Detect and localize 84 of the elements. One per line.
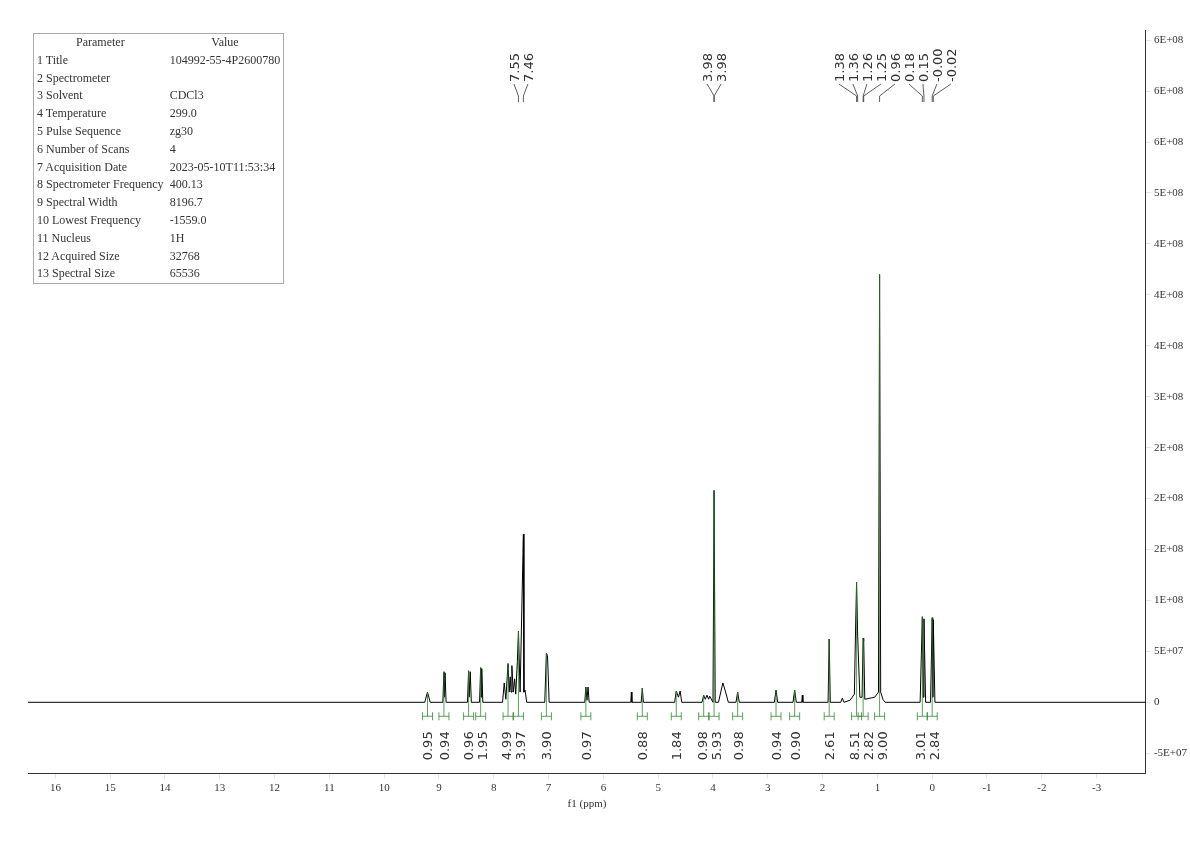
x-tick-label: 11	[324, 781, 335, 794]
annotation: 0.15	[915, 53, 931, 82]
annotation: -0.00	[929, 48, 945, 82]
text: Parameter Value	[75, 35, 239, 49]
text: 6 Number of Scans 4	[37, 141, 176, 156]
text: 11 Nucleus 1H	[37, 230, 185, 245]
annotation: 2.61	[822, 731, 838, 761]
annotation: 0.18	[901, 53, 917, 82]
y-tick-label: 4E+08	[1153, 338, 1184, 351]
x-tick-label: 16	[49, 781, 62, 794]
annotation: 1.95	[474, 731, 490, 761]
x-tick-label: 5	[655, 781, 662, 794]
y-tick-label: -5E+07	[1153, 746, 1188, 759]
y-tick-label: 2E+08	[1153, 542, 1184, 555]
x-tick-label: 1	[874, 781, 881, 794]
x-tick-label: -3	[1092, 781, 1102, 794]
annotation: 7.55	[506, 53, 522, 82]
annotation: 5.93	[708, 731, 724, 761]
y-tick-label: 4E+08	[1153, 236, 1184, 249]
text: 3 Solvent CDCl3	[37, 88, 204, 103]
annotation: 0.97	[578, 731, 594, 761]
y-tick-label: 4E+08	[1153, 287, 1184, 300]
y-tick-label: 6E+08	[1153, 33, 1184, 46]
annotation: 8.51	[847, 731, 863, 761]
annotation: 3.01	[913, 731, 929, 761]
x-tick-label: 9	[436, 781, 443, 794]
annotation: 0.88	[635, 731, 651, 761]
annotation: 7.46	[520, 53, 536, 82]
text: 7 Acquisition Date 2023-05-10T11:53:34	[37, 159, 276, 174]
y-tick-label: 3E+08	[1153, 389, 1184, 402]
annotation: 1.25	[873, 53, 889, 82]
annotation: 3.90	[539, 731, 555, 761]
annotation: 0.95	[420, 731, 436, 761]
x-tick-label: 4	[710, 781, 717, 794]
annotation: 0.96	[887, 53, 903, 82]
annotation: 3.98	[714, 53, 730, 82]
y-tick-label: 5E+07	[1153, 644, 1184, 657]
annotation: 1.26	[859, 53, 875, 82]
annotation: 1.38	[831, 53, 847, 82]
annotation: 0.94	[436, 731, 452, 761]
text: 9 Spectral Width 8196.7	[37, 195, 203, 210]
annotation: -0.02	[943, 48, 959, 82]
text: 12 Acquired Size 32768	[37, 248, 200, 263]
x-tick-label: -2	[1037, 781, 1047, 794]
text: 5 Pulse Sequence zg30	[37, 123, 193, 138]
annotation: 3.97	[513, 731, 529, 761]
annotation: 2.84	[927, 731, 943, 761]
y-tick-label: 6E+08	[1153, 84, 1184, 97]
text: 13 Spectral Size 65536	[37, 266, 200, 281]
y-tick-label: 0	[1153, 695, 1160, 708]
annotation: 1.84	[669, 731, 685, 761]
annotation: 0.94	[769, 731, 785, 761]
y-tick-label: 2E+08	[1153, 491, 1184, 504]
annotation: 0.98	[694, 731, 710, 761]
y-tick-label: 6E+08	[1153, 134, 1184, 147]
y-tick-label: 2E+08	[1153, 440, 1184, 453]
y-tick-label: 1E+08	[1153, 593, 1184, 606]
x-tick-label: 3	[765, 781, 772, 794]
annotation: 9.00	[875, 731, 891, 761]
x-tick-label: -1	[982, 781, 992, 794]
text: 10 Lowest Frequency -1559.0	[37, 212, 207, 227]
x-tick-label: 13	[214, 781, 226, 794]
annotation: 0.98	[730, 731, 746, 761]
x-tick-label: 2	[819, 781, 826, 794]
x-tick-label: 12	[269, 781, 281, 794]
y-tick-label: 5E+08	[1153, 185, 1184, 198]
x-axis-title: f1 (ppm)	[567, 797, 607, 811]
x-tick-label: 8	[491, 781, 498, 794]
annotation: 2.82	[861, 731, 877, 761]
annotation: 4.99	[499, 731, 515, 761]
x-tick-label: 0	[929, 781, 936, 794]
annotation: 0.90	[787, 731, 803, 761]
annotation: 1.36	[845, 53, 861, 82]
annotation: 2 Spectrometer	[36, 69, 111, 87]
x-tick-label: 14	[159, 781, 171, 794]
annotation: 3.98	[700, 53, 716, 82]
x-tick-label: 10	[378, 781, 391, 794]
annotation: 0.96	[460, 731, 476, 761]
text: 4 Temperature 299.0	[37, 106, 197, 121]
annotation: 8 Spectrometer Frequency 400.13	[36, 176, 204, 194]
x-tick-label: 15	[104, 781, 117, 794]
x-tick-label: 7	[545, 781, 552, 794]
x-tick-label: 6	[600, 781, 607, 794]
text: 1 Title 104992-55-4P2600780	[37, 52, 281, 67]
